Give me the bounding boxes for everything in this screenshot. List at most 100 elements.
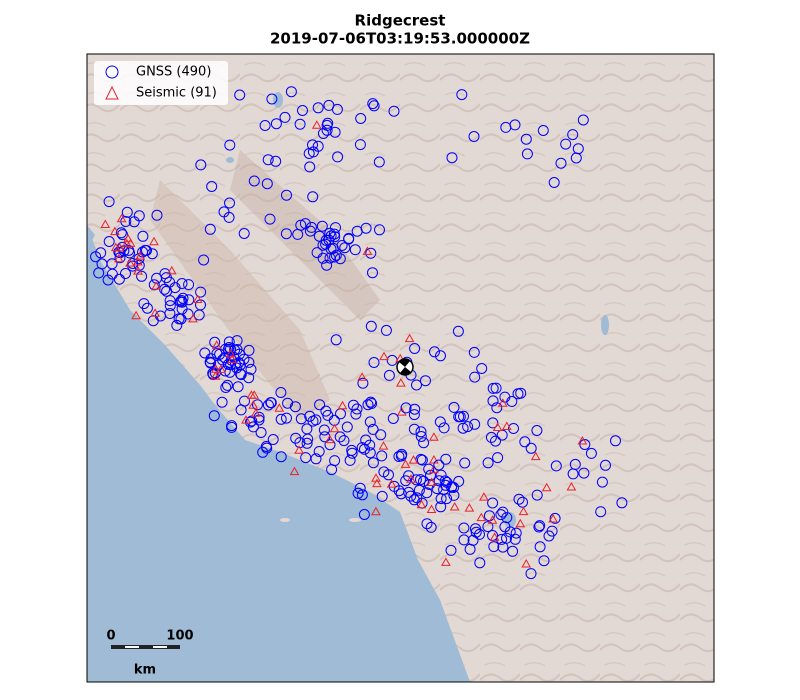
gnss-station — [311, 247, 323, 259]
gnss-station — [418, 437, 430, 449]
gnss-station — [222, 379, 233, 391]
gnss-station — [367, 98, 379, 110]
gnss-station — [490, 435, 501, 447]
seismic-station — [211, 340, 222, 349]
gnss-station — [290, 432, 302, 444]
gnss-station — [275, 413, 287, 425]
gnss-station — [491, 402, 503, 414]
seismic-station — [400, 459, 411, 468]
gnss-station — [411, 379, 422, 391]
gnss-station — [393, 485, 405, 497]
gnss-station — [429, 346, 440, 358]
seismic-station — [150, 308, 160, 317]
gnss-station — [408, 409, 420, 421]
gnss-station — [415, 426, 427, 438]
gnss-station — [400, 402, 412, 414]
gnss-station — [245, 363, 257, 375]
gnss-station — [301, 437, 313, 449]
gnss-station — [487, 395, 499, 407]
gnss-station — [495, 509, 507, 521]
gnss-station — [365, 396, 377, 408]
gnss-station — [279, 111, 291, 123]
gnss-station — [448, 489, 460, 501]
gnss-station — [332, 151, 344, 163]
gnss-station — [304, 161, 316, 173]
gnss-station — [95, 247, 107, 259]
gnss-station — [306, 221, 317, 233]
gnss-station — [388, 105, 400, 117]
gnss-station — [616, 497, 628, 509]
gnss-station — [317, 252, 329, 264]
gnss-station — [307, 139, 318, 151]
seismic-station — [227, 354, 237, 364]
gnss-station — [462, 421, 474, 433]
gnss-station — [569, 458, 581, 470]
seismic-station — [521, 558, 532, 568]
gnss-station — [520, 133, 532, 145]
seismic-station — [337, 400, 348, 410]
gnss-station — [374, 224, 385, 236]
gnss-station — [423, 463, 435, 475]
scale-bar-segment — [153, 646, 167, 648]
gnss-station — [318, 424, 330, 436]
legend-gnss-symbol — [105, 65, 119, 79]
gnss-station — [373, 156, 385, 168]
gnss-station — [330, 334, 342, 346]
gnss-station — [610, 435, 621, 447]
gnss-station — [474, 528, 485, 540]
seismic-station — [566, 481, 577, 491]
gnss-station — [438, 422, 450, 434]
gnss-station — [336, 240, 348, 251]
seismic-station — [489, 532, 500, 541]
seismic-station — [133, 266, 143, 275]
stations — [90, 86, 628, 580]
gnss-station — [230, 358, 241, 370]
gnss-station — [324, 227, 336, 239]
gnss-station — [275, 387, 287, 398]
gnss-station — [262, 399, 274, 411]
seismic-station — [406, 474, 416, 483]
gnss-station — [270, 155, 282, 167]
gnss-station — [280, 228, 292, 240]
seismic-station — [188, 313, 198, 323]
gnss-station — [224, 197, 235, 209]
gnss-station — [313, 230, 325, 242]
seismic-station — [114, 242, 125, 252]
gnss-station — [160, 272, 172, 284]
gnss-station — [329, 126, 341, 138]
gnss-station — [205, 357, 216, 369]
gnss-station — [248, 175, 260, 187]
gnss-station — [482, 521, 494, 533]
gnss-station — [239, 395, 250, 407]
seismic-station — [362, 246, 373, 255]
seismic-station — [166, 265, 177, 275]
seismic-station — [464, 503, 475, 512]
gnss-station — [476, 363, 488, 374]
gnss-station — [375, 429, 387, 441]
gnss-station — [456, 89, 468, 101]
gnss-station — [468, 346, 480, 358]
gnss-station — [356, 442, 368, 454]
gnss-station — [281, 189, 292, 201]
gnss-station — [488, 541, 500, 553]
gnss-station — [198, 254, 210, 266]
seismic-station — [479, 492, 489, 501]
epicenter-beachball — [396, 358, 414, 376]
gnss-station — [501, 532, 512, 544]
gnss-station — [307, 191, 319, 203]
gnss-station — [224, 139, 236, 151]
gnss-station — [195, 286, 207, 298]
seismic-station — [518, 506, 529, 516]
legend-label: Seismic (91) — [136, 86, 217, 101]
gnss-station — [138, 298, 150, 310]
legend-seismic-symbol — [105, 85, 119, 100]
gnss-station — [299, 218, 311, 230]
gnss-station — [435, 469, 447, 481]
seismic-station — [250, 408, 261, 417]
gnss-station — [435, 501, 447, 513]
gnss-station — [264, 213, 276, 225]
gnss-station — [508, 423, 519, 434]
gnss-station — [452, 325, 464, 337]
gnss-station — [483, 510, 495, 522]
gnss-station — [408, 494, 420, 506]
